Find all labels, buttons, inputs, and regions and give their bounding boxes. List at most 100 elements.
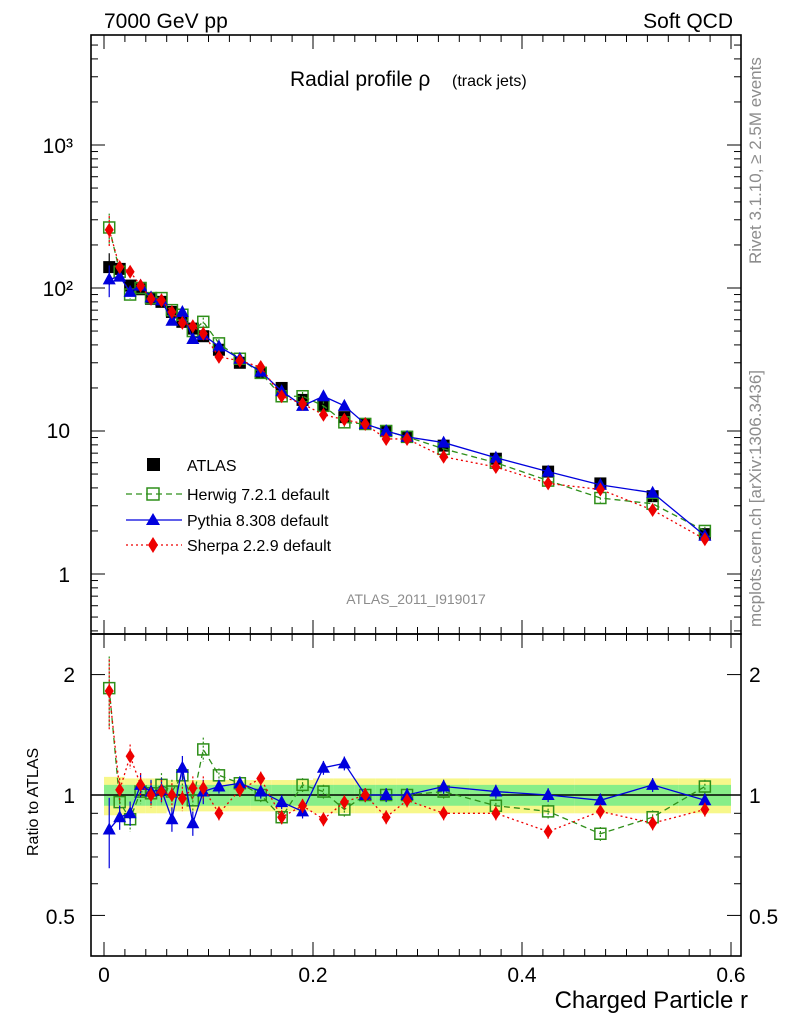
main-point-sherpa [136,278,146,293]
main-point-pythia [175,304,189,317]
main-point-sherpa [214,349,224,364]
main-point-pythia [123,284,137,297]
main-point-sherpa [491,460,501,475]
main-point-sherpa [648,503,658,518]
ratio-point-sherpa [491,806,501,821]
ratio-point-sherpa [188,781,198,796]
legend-sherpa-marker [148,537,158,553]
xaxis-label: Charged Particle r [555,987,748,1014]
ratio-point-pythia [102,822,116,835]
main-point-sherpa [543,476,553,491]
ratio-point-sherpa [381,810,391,825]
ratio-point-herwig [197,743,210,756]
ratio-plot-layer [91,634,741,956]
main-point-sherpa [700,532,710,547]
main-point-pythia [186,331,200,344]
ratio-point-herwig [296,778,309,792]
ratio-point-sherpa [177,791,187,806]
legend-herwig-marker [146,487,160,501]
ratio-ytick-label-1-right: 1 [749,785,761,808]
ratio-point-pythia [316,760,330,773]
main-point-sherpa [595,482,605,497]
header-right: Soft QCD [643,10,733,33]
ratio-point-sherpa [198,781,208,796]
ratio-point-pythia [212,779,226,792]
main-ytick-label-10: 10 [47,420,70,443]
main-point-sherpa [198,326,208,341]
main-title-suffix: (track jets) [452,73,527,90]
main-ytick-label-1: 1 [58,564,70,587]
legend-pythia-label: Pythia 8.308 default [187,513,329,530]
main-ytick-label-1000: 10³ [43,135,73,158]
ratio-point-herwig [594,827,607,841]
ratio-point-pythia [186,816,200,829]
main-point-pythia [437,435,451,448]
ratio-point-pythia [489,784,503,797]
ratio-point-pythia [646,777,660,790]
main-point-sherpa [146,291,156,306]
main-point-sherpa [439,449,449,464]
legend-sherpa-label: Sherpa 2.2.9 default [187,538,332,555]
ratio-point-pythia [254,784,268,797]
ratio-point-pythia [337,756,351,769]
ratio-point-herwig [212,769,226,782]
mcplots-reference-label: mcplots.cern.ch [arXiv:1306.3436] [746,370,765,627]
legend-pythia-marker [146,513,160,525]
ratio-frame [90,633,742,957]
xtick-label-0-4: 0.4 [507,964,537,987]
legend-herwig-label: Herwig 7.2.1 default [187,487,330,504]
ratio-point-herwig [541,805,555,818]
rivet-version-label: Rivet 3.1.10, ≥ 2.5M events [746,57,765,264]
main-point-sherpa [177,315,187,330]
main-point-pythia [541,464,555,477]
main-point-pythia [337,398,351,411]
main-point-pythia [212,339,226,352]
main-point-sherpa [156,293,166,308]
ratio-point-pythia [113,810,127,823]
header-left: 7000 GeV pp [104,10,228,33]
main-point-sherpa [188,319,198,334]
ratio-point-sherpa [700,802,710,817]
ratio-point-herwig [317,785,330,798]
ratio-point-sherpa [136,777,146,792]
ratio-point-sherpa [256,771,266,786]
ratio-ylabel: Ratio to ATLAS [25,748,42,856]
ratio-point-sherpa [167,788,177,802]
ratio-point-sherpa [402,793,412,808]
main-point-sherpa [339,412,349,427]
main-point-sherpa [298,396,308,411]
main-line-herwig [108,227,706,532]
main-ytick-label-100: 10² [43,278,73,301]
ratio-point-pythia [175,760,189,773]
xtick-label-0-2: 0.2 [298,964,327,987]
ratio-point-sherpa [648,816,658,831]
ratio-point-pythia [698,793,712,806]
ratio-point-sherpa [214,806,224,821]
ratio-point-pythia [165,812,179,825]
main-point-sherpa [381,431,391,446]
ratio-point-pythia [593,793,607,806]
ratio-point-sherpa [543,824,553,839]
main-point-sherpa [167,304,177,319]
xtick-label-0: 0 [98,964,110,987]
main-point-pythia [646,485,660,498]
main-plot-layer [91,35,741,634]
ratio-point-pythia [379,788,393,800]
main-panel: Radial profile ρ (track jets) ATLAS_2011… [43,34,742,635]
main-point-sherpa [256,360,266,375]
legend: ATLAS Herwig 7.2.1 default Pythia 8.308 … [126,458,332,555]
ratio-point-sherpa [277,810,287,825]
main-point-pythia [102,272,116,285]
ratio-point-sherpa [439,806,449,821]
ratio-point-pythia [123,806,137,819]
main-point-sherpa [360,416,370,431]
ratio-point-sherpa [318,812,328,827]
main-point-sherpa [235,353,245,368]
ratio-point-sherpa [115,782,125,797]
ratio-point-herwig [698,780,712,793]
ratio-ytick-label-05-left: 0.5 [46,906,75,929]
ratio-point-sherpa [104,683,114,698]
xtick-label-0-6: 0.6 [716,964,745,987]
main-point-sherpa [402,431,412,446]
